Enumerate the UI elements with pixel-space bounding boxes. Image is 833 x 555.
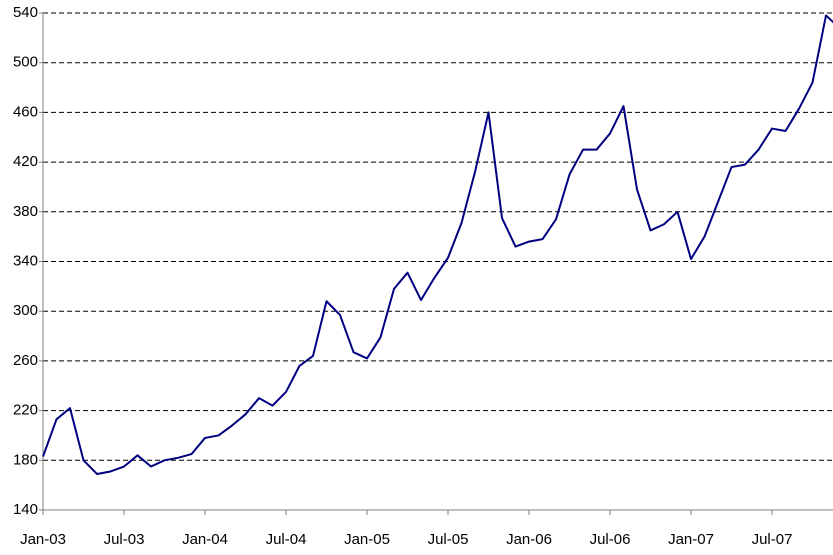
x-tick-label: Jul-07	[752, 531, 793, 548]
y-tick-label: 220	[13, 402, 38, 419]
x-tick-label: Jul-04	[266, 531, 307, 548]
x-tick-label: Jan-04	[182, 531, 228, 548]
data-line	[42, 14, 833, 475]
y-tick-label: 540	[13, 4, 38, 21]
y-tick-label: 500	[13, 54, 38, 71]
y-tick-label: 420	[13, 153, 38, 170]
y-tick-label: 300	[13, 302, 38, 319]
y-tick-label: 460	[13, 103, 38, 120]
x-tick-label: Jan-07	[668, 531, 714, 548]
y-tick-label: 180	[13, 451, 38, 468]
x-tick-label: Jan-03	[20, 531, 66, 548]
x-tick-label: Jul-06	[590, 531, 631, 548]
y-tick-label: 340	[13, 252, 38, 269]
y-tick-label: 260	[13, 352, 38, 369]
x-tick-label: Jul-03	[104, 531, 145, 548]
x-tick-label: Jan-05	[344, 531, 390, 548]
y-tick-label: 380	[13, 203, 38, 220]
x-tick-label: Jan-06	[506, 531, 552, 548]
x-tick-label: Jul-05	[428, 531, 469, 548]
y-tick-label: 140	[13, 501, 38, 518]
